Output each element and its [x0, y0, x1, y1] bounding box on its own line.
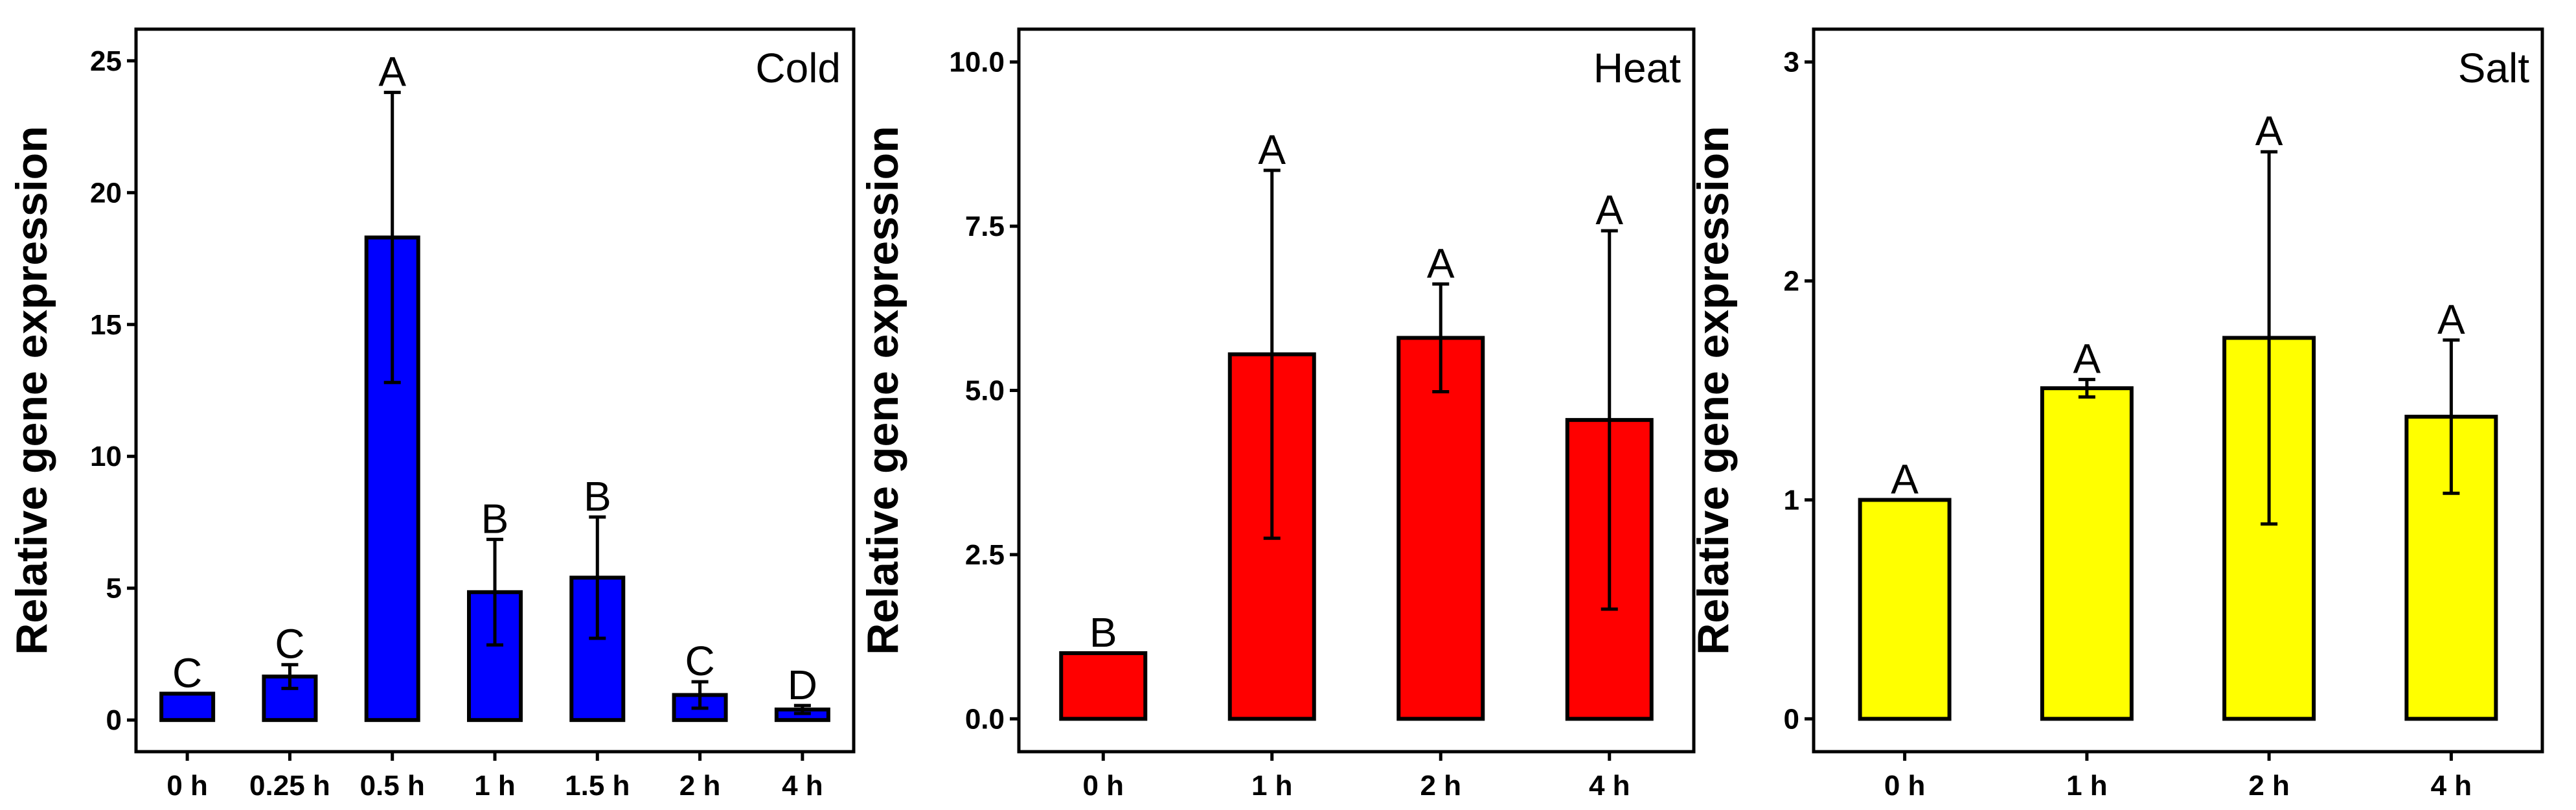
y-tick-label: 20 [90, 177, 122, 209]
bar-0h [159, 691, 216, 723]
panel-title: Salt [2458, 45, 2530, 91]
x-tick-label: 2 h [679, 770, 721, 802]
y-axis-label: Relative gene expression [858, 126, 907, 654]
x-tick-label: 0.5 h [360, 770, 425, 802]
significance-label: A [2255, 108, 2283, 154]
panel-salt: A A A A 0 1 2 3 0 h 1 h 2 h 4 h Relative gene expres… [1689, 27, 2544, 802]
significance-label: C [172, 649, 202, 696]
y-tick-label: 0 [1784, 703, 1799, 735]
x-tick-label: 0.25 h [249, 770, 330, 802]
y-axis-label: Relative gene expression [1689, 126, 1738, 654]
x-tick-label: 1.5 h [565, 770, 630, 802]
bar-0h [1858, 498, 1952, 721]
panel-cold: C C A B B C D 0 5 10 15 20 25 0 h 0.25 h 0.5 h 1 h 1.5 h 2… [7, 27, 856, 802]
significance-label: B [481, 495, 509, 542]
significance-label: D [788, 662, 817, 708]
x-tick-label: 1 h [1251, 770, 1293, 802]
x-tick-label: 2 h [2248, 770, 2290, 802]
x-tick-label: 1 h [2066, 770, 2108, 802]
significance-label: B [1089, 609, 1117, 656]
bar-15h [569, 575, 626, 723]
y-tick-label: 0.0 [965, 703, 1005, 735]
y-tick-label: 3 [1784, 47, 1799, 78]
y-tick-label: 5 [106, 573, 122, 605]
error-bar [1432, 282, 1450, 394]
error-bar [383, 91, 401, 384]
significance-label: A [378, 49, 406, 95]
significance-label: A [1258, 126, 1286, 173]
error-bar [2261, 150, 2278, 526]
x-tick-label: 0 h [1884, 770, 1926, 802]
error-bar [486, 537, 503, 647]
significance-label: A [1891, 456, 1919, 502]
bar-0h [1059, 651, 1148, 721]
y-axis-label: Relative gene expression [7, 126, 56, 654]
significance-label: C [685, 638, 714, 684]
error-bar [2078, 378, 2095, 399]
significance-label: B [584, 473, 611, 520]
x-tick-label: 4 h [2431, 770, 2472, 802]
error-bar [2443, 338, 2460, 495]
significance-label: A [1595, 187, 1623, 233]
x-tick-label: 0 h [166, 770, 208, 802]
panel-title: Heat [1593, 45, 1681, 91]
y-tick-label: 10 [90, 441, 122, 472]
y-tick-label: 2 [1784, 266, 1799, 297]
error-bar [691, 680, 709, 710]
x-tick-label: 4 h [1589, 770, 1630, 802]
error-bar [281, 663, 299, 690]
panel-title: Cold [755, 45, 841, 91]
y-tick-label: 7.5 [965, 211, 1005, 242]
x-tick-label: 2 h [1420, 770, 1461, 802]
significance-label: A [2073, 336, 2101, 382]
y-tick-label: 10.0 [949, 47, 1005, 78]
y-tick-label: 0 [106, 704, 122, 736]
y-tick-label: 15 [90, 309, 122, 341]
error-bar [1263, 168, 1281, 540]
error-bar [1601, 229, 1618, 611]
x-tick-label: 4 h [782, 770, 823, 802]
error-bar [589, 515, 606, 640]
x-tick-label: 1 h [474, 770, 516, 802]
y-tick-label: 1 [1784, 484, 1799, 516]
error-bar [793, 704, 811, 715]
panel-heat: B A A A 0.0 2.5 5.0 7.5 10.0 0 h 1 h 2 h 4 h Relative… [858, 27, 1696, 802]
y-tick-label: 25 [90, 45, 122, 77]
plot-frame [1812, 27, 2544, 754]
significance-label: A [2437, 296, 2465, 343]
y-tick-label: 2.5 [965, 539, 1005, 571]
bar-1h [2040, 386, 2134, 721]
significance-label: C [275, 621, 304, 667]
significance-label: A [1427, 240, 1455, 286]
bar-2h [1396, 336, 1485, 721]
y-tick-label: 5.0 [965, 375, 1005, 407]
x-tick-label: 0 h [1082, 770, 1124, 802]
